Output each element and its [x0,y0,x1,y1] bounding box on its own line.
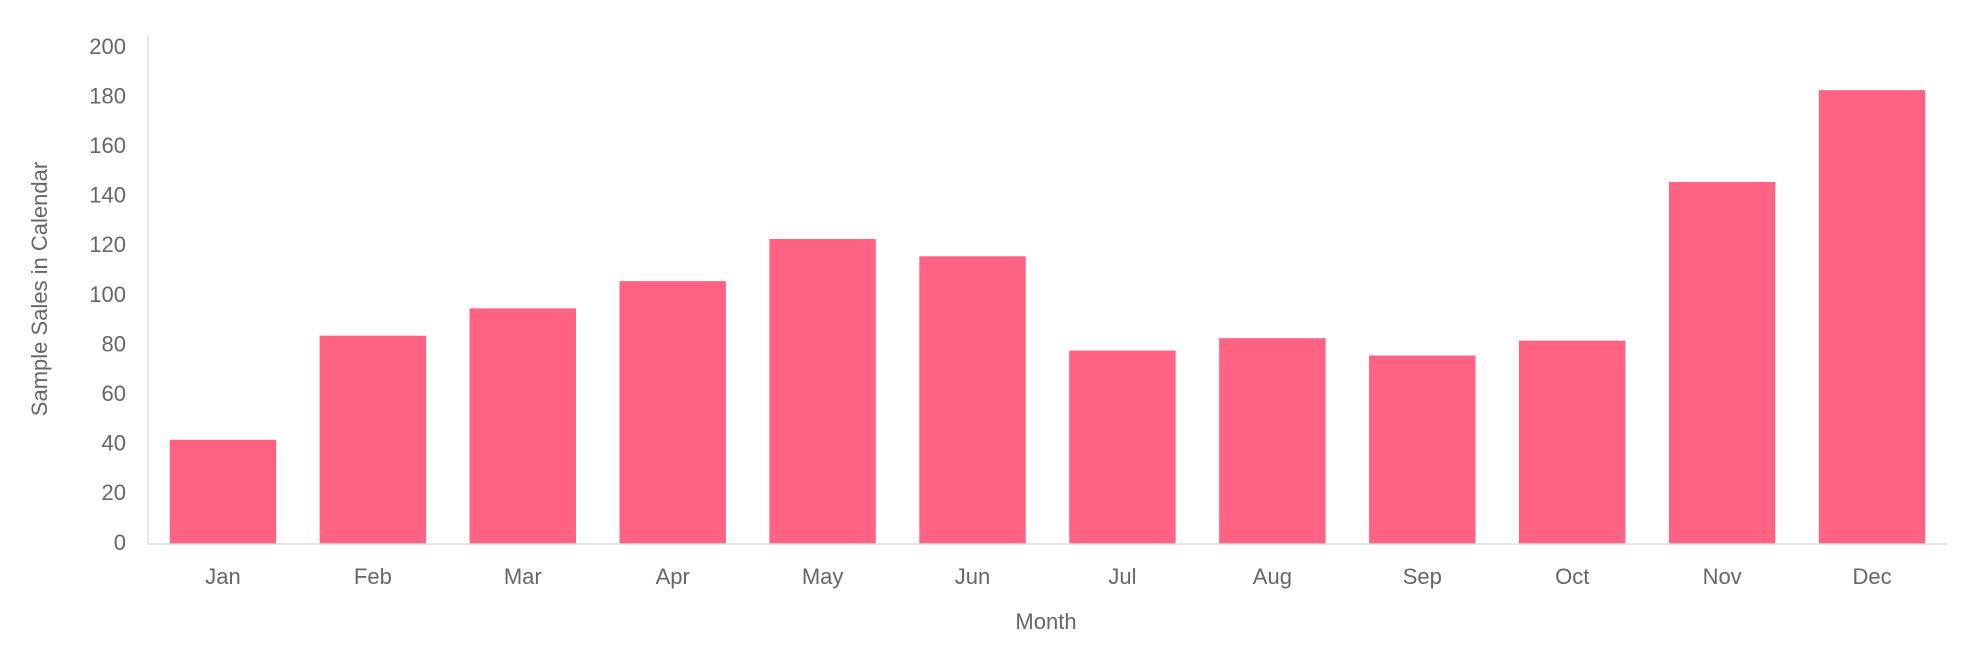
bar [619,281,726,544]
bar [1369,355,1476,544]
y-tick-label: 120 [89,232,126,257]
bar [469,308,577,544]
y-tick-label: 140 [89,183,126,208]
x-tick-label: May [802,564,844,589]
bar [319,335,427,544]
y-tick-label: 200 [89,34,126,59]
bar [1069,350,1176,544]
bar [769,238,876,544]
y-tick-label: 40 [102,431,126,456]
y-tick-label: 20 [102,480,126,505]
y-tick-label: 0 [114,530,126,555]
bar [1668,181,1776,545]
y-tick-label: 100 [89,282,126,307]
y-axis-label: Sample Sales in Calendar [27,162,52,416]
x-tick-label: Dec [1852,564,1891,589]
bar [1518,340,1626,544]
bar [1818,90,1926,544]
x-tick-label: Sep [1403,564,1442,589]
bar [919,256,1026,544]
x-tick-label: Mar [504,564,542,589]
y-tick-label: 60 [102,381,126,406]
x-tick-label: Feb [354,564,392,589]
bar [169,439,277,544]
x-tick-label: Nov [1703,564,1742,589]
y-tick-label: 80 [102,331,126,356]
x-tick-label: Jan [205,564,240,589]
x-axis-label: Month [1015,609,1076,634]
x-tick-label: Jul [1108,564,1136,589]
y-tick-label: 160 [89,133,126,158]
x-tick-label: Apr [656,564,690,589]
bar [1219,338,1326,544]
x-tick-label: Oct [1555,564,1589,589]
x-tick-label: Jun [955,564,990,589]
x-tick-label: Aug [1253,564,1292,589]
y-tick-label: 180 [89,83,126,108]
